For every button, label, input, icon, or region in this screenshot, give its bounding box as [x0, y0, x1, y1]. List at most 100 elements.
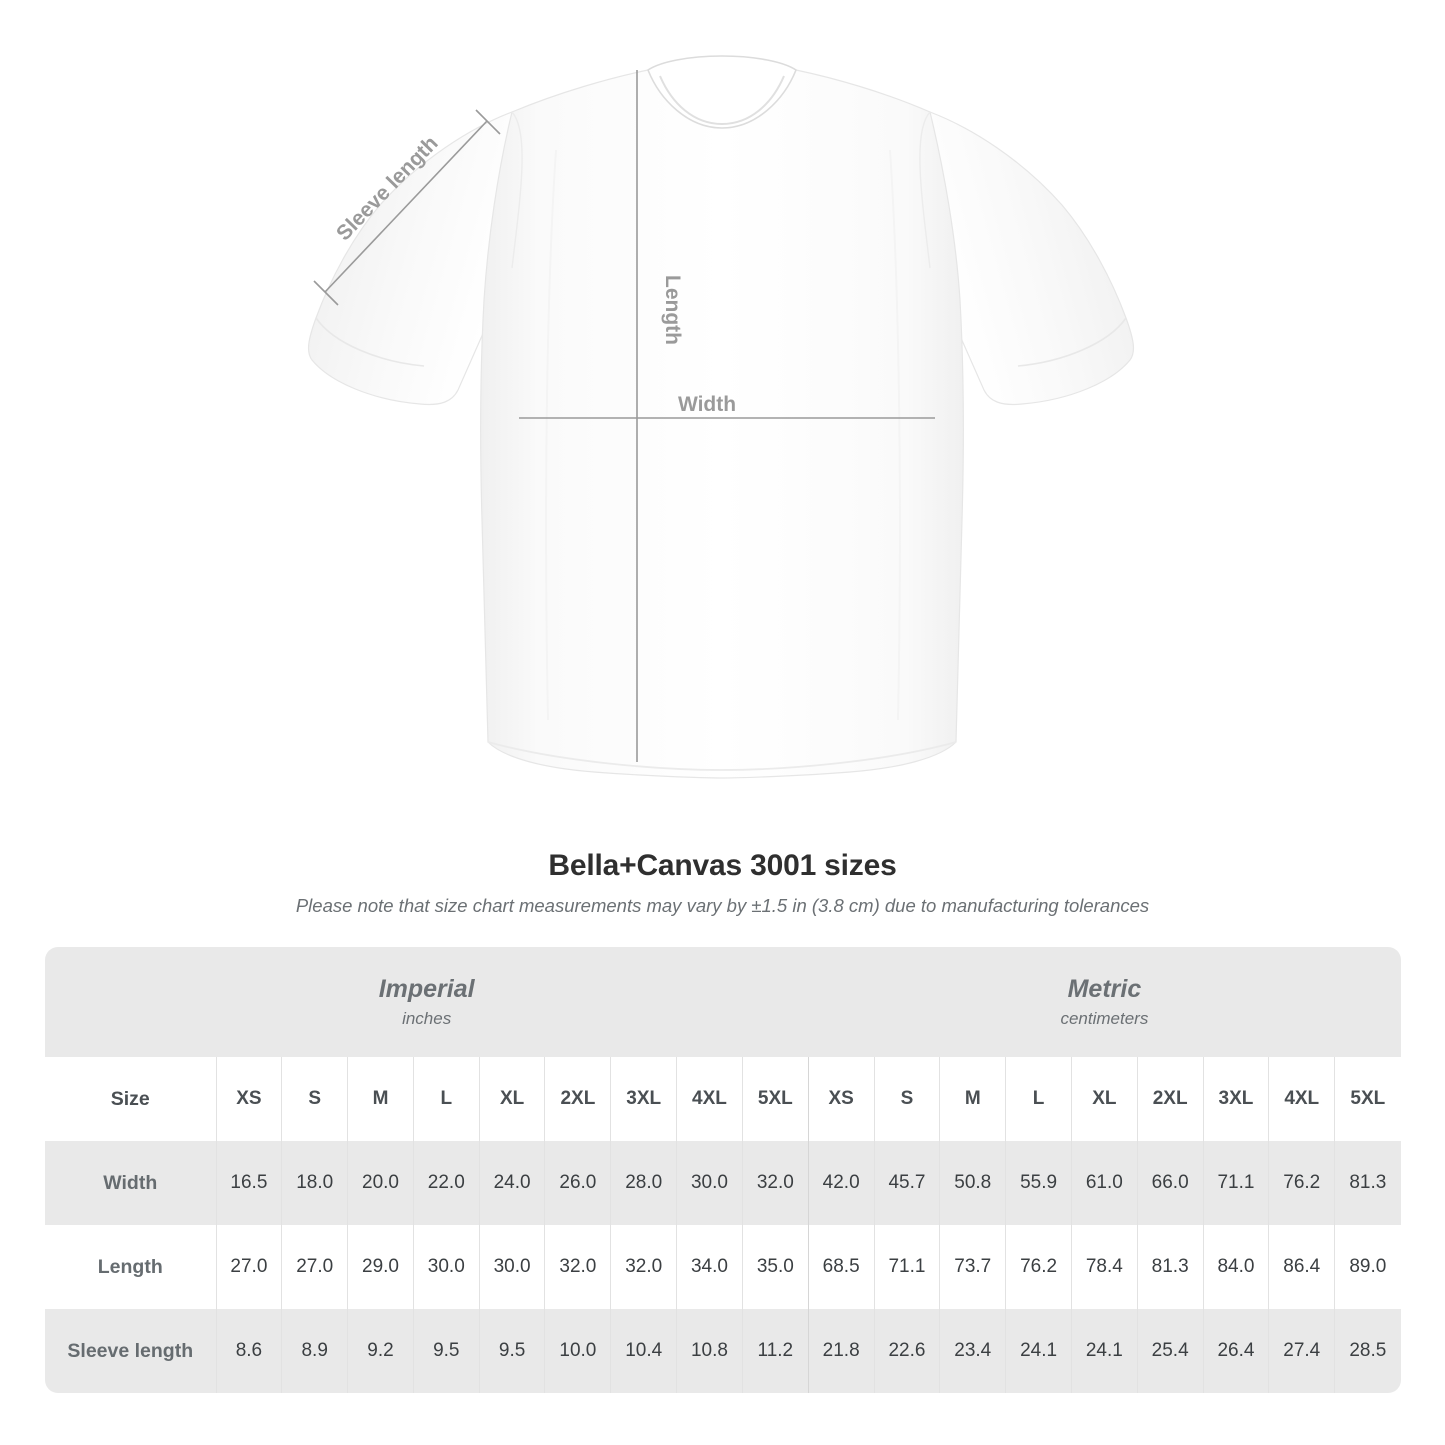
measurement-cell-imperial: 8.6	[215, 1309, 282, 1393]
measurement-cell-imperial: 26.0	[544, 1141, 611, 1225]
measurement-cell-metric: 81.3	[1334, 1141, 1401, 1225]
measurement-cell-metric: 84.0	[1202, 1225, 1269, 1309]
measurement-cell-metric: 76.2	[1005, 1225, 1072, 1309]
measurement-cell-metric: 28.5	[1334, 1309, 1401, 1393]
measurement-cell-imperial: 27.0	[215, 1225, 282, 1309]
measurement-cell-imperial: 30.0	[412, 1225, 480, 1309]
measurement-row-label: Sleeve length	[45, 1309, 216, 1393]
unit-group-metric: Metric centimeters	[808, 947, 1401, 1057]
size-column-header: 3XL	[610, 1057, 677, 1141]
measurement-cell-imperial: 35.0	[741, 1225, 809, 1309]
unit-group-row: Imperial inches Metric centimeters	[45, 947, 1401, 1057]
size-column-header: 4XL	[1268, 1057, 1335, 1141]
unit-group-name: Imperial	[378, 975, 475, 1003]
measurement-cell-metric: 22.6	[873, 1309, 940, 1393]
measurement-cell-metric: 66.0	[1136, 1141, 1204, 1225]
measurement-cell-metric: 24.1	[1070, 1309, 1138, 1393]
size-column-header: 4XL	[676, 1057, 743, 1141]
measurement-cell-metric: 27.4	[1268, 1309, 1335, 1393]
size-column-header: 2XL	[1136, 1057, 1204, 1141]
table-row: Sleeve length 8.6 8.9 9.2 9.5 9.5 10.0 10.4 10.8…	[45, 1309, 1401, 1393]
measurement-cell-imperial: 10.0	[544, 1309, 611, 1393]
measurement-cell-imperial: 34.0	[676, 1225, 743, 1309]
chart-disclaimer: Please note that size chart measurements…	[295, 895, 1150, 916]
measurement-cell-metric: 42.0	[807, 1141, 875, 1225]
size-header-row: Size XS S M L XL 2XL 3XL 4XL 5XL XS S M L XL 2XL 3XL 4XL 5…	[45, 1057, 1401, 1141]
unit-group-name: Metric	[1067, 975, 1142, 1003]
size-column-header: 5XL	[1334, 1057, 1401, 1141]
tshirt-garment	[307, 55, 1135, 779]
width-annotation: Width	[519, 393, 935, 419]
measurement-cell-metric: 68.5	[807, 1225, 875, 1309]
size-column-header: XS	[807, 1057, 875, 1141]
chart-heading: Bella+Canvas 3001 sizes Please note that…	[0, 848, 1445, 918]
length-label: Length	[661, 275, 684, 345]
size-header-label: Size	[45, 1057, 216, 1141]
size-column-header: XS	[215, 1057, 282, 1141]
sleeve-length-endcap-top	[475, 109, 501, 135]
measurement-cell-imperial: 9.5	[478, 1309, 545, 1393]
measurement-cell-imperial: 20.0	[347, 1141, 414, 1225]
measurement-cell-imperial: 27.0	[281, 1225, 348, 1309]
measurement-cell-imperial: 11.2	[741, 1309, 809, 1393]
unit-group-unit: inches	[402, 1009, 452, 1028]
measurement-cell-imperial: 32.0	[610, 1225, 677, 1309]
measurement-cell-metric: 24.1	[1005, 1309, 1072, 1393]
size-chart-table-wrapper: Imperial inches Metric centimeters Size XS S M L…	[45, 947, 1401, 1393]
measurement-cell-metric: 25.4	[1136, 1309, 1204, 1393]
measurement-cell-metric: 55.9	[1005, 1141, 1072, 1225]
measurement-cell-metric: 81.3	[1136, 1225, 1204, 1309]
measurement-cell-metric: 78.4	[1070, 1225, 1138, 1309]
measurement-cell-imperial: 8.9	[281, 1309, 348, 1393]
tshirt-diagram: Sleeve length Length Width	[307, 55, 1135, 779]
measurement-cell-imperial: 32.0	[544, 1225, 611, 1309]
measurement-cell-imperial: 30.0	[478, 1225, 545, 1309]
measurement-cell-metric: 89.0	[1334, 1225, 1401, 1309]
measurement-cell-imperial: 24.0	[478, 1141, 545, 1225]
measurement-cell-metric: 50.8	[939, 1141, 1006, 1225]
sleeve-length-arrow	[324, 120, 488, 293]
measurement-cell-metric: 45.7	[873, 1141, 940, 1225]
unit-group-imperial: Imperial inches	[45, 947, 809, 1057]
measurement-cell-imperial: 10.4	[610, 1309, 677, 1393]
size-column-header: 3XL	[1202, 1057, 1269, 1141]
measurement-cell-metric: 73.7	[939, 1225, 1006, 1309]
measurement-cell-imperial: 29.0	[347, 1225, 414, 1309]
measurement-cell-metric: 76.2	[1268, 1141, 1335, 1225]
unit-group-unit: centimeters	[1060, 1009, 1149, 1028]
measurement-cell-imperial: 30.0	[676, 1141, 743, 1225]
measurement-cell-metric: 26.4	[1202, 1309, 1269, 1393]
measurement-cell-metric: 71.1	[873, 1225, 940, 1309]
measurement-cell-imperial: 10.8	[676, 1309, 743, 1393]
page-title: Bella+Canvas 3001 sizes	[548, 849, 897, 882]
measurement-cell-imperial: 18.0	[281, 1141, 348, 1225]
size-column-header: S	[281, 1057, 348, 1141]
size-column-header: S	[873, 1057, 940, 1141]
size-column-header: M	[939, 1057, 1006, 1141]
measurement-cell-imperial: 9.5	[412, 1309, 480, 1393]
measurement-cell-metric: 21.8	[807, 1309, 875, 1393]
size-column-header: 5XL	[741, 1057, 809, 1141]
size-chart-table: Imperial inches Metric centimeters Size XS S M L…	[45, 947, 1401, 1393]
table-row: Length 27.0 27.0 29.0 30.0 30.0 32.0 32.0 34.0 35…	[45, 1225, 1401, 1309]
measurement-cell-metric: 86.4	[1268, 1225, 1335, 1309]
measurement-cell-imperial: 22.0	[412, 1141, 480, 1225]
size-column-header: L	[1005, 1057, 1072, 1141]
size-column-header: M	[347, 1057, 414, 1141]
measurement-cell-imperial: 32.0	[741, 1141, 809, 1225]
measurement-cell-imperial: 16.5	[215, 1141, 282, 1225]
size-column-header: L	[412, 1057, 480, 1141]
size-column-header: 2XL	[544, 1057, 611, 1141]
sleeve-length-endcap-bottom	[313, 280, 339, 306]
measurement-cell-metric: 23.4	[939, 1309, 1006, 1393]
measurement-row-label: Length	[45, 1225, 216, 1309]
measurement-cell-imperial: 9.2	[347, 1309, 414, 1393]
size-column-header: XL	[1070, 1057, 1138, 1141]
measurement-cell-imperial: 28.0	[610, 1141, 677, 1225]
width-label: Width	[678, 393, 736, 416]
measurement-cell-metric: 71.1	[1202, 1141, 1269, 1225]
size-column-header: XL	[478, 1057, 545, 1141]
length-annotation: Length	[636, 70, 684, 762]
measurement-cell-metric: 61.0	[1070, 1141, 1138, 1225]
table-row: Width 16.5 18.0 20.0 22.0 24.0 26.0 28.0 30.0 32.…	[45, 1141, 1401, 1225]
